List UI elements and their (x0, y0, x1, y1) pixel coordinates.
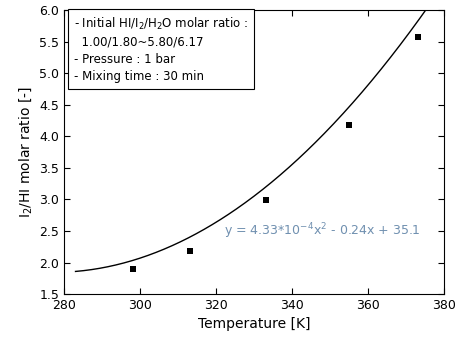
Point (262, 197, 269, 203)
Point (414, 34, 421, 40)
Y-axis label: I$_2$/HI molar ratio [-]: I$_2$/HI molar ratio [-] (17, 86, 34, 218)
Text: - Initial HI/I$_2$/H$_2$O molar ratio :
  1.00/1.80~5.80/6.17
- Pressure : 1 bar: - Initial HI/I$_2$/H$_2$O molar ratio : … (74, 16, 248, 83)
Point (129, 266, 136, 271)
X-axis label: Temperature [K]: Temperature [K] (198, 317, 311, 332)
Text: y = 4.33*10$^{-4}$x$^2$ - 0.24x + 35.1: y = 4.33*10$^{-4}$x$^2$ - 0.24x + 35.1 (224, 222, 420, 241)
Point (345, 122, 353, 128)
Point (186, 248, 193, 254)
